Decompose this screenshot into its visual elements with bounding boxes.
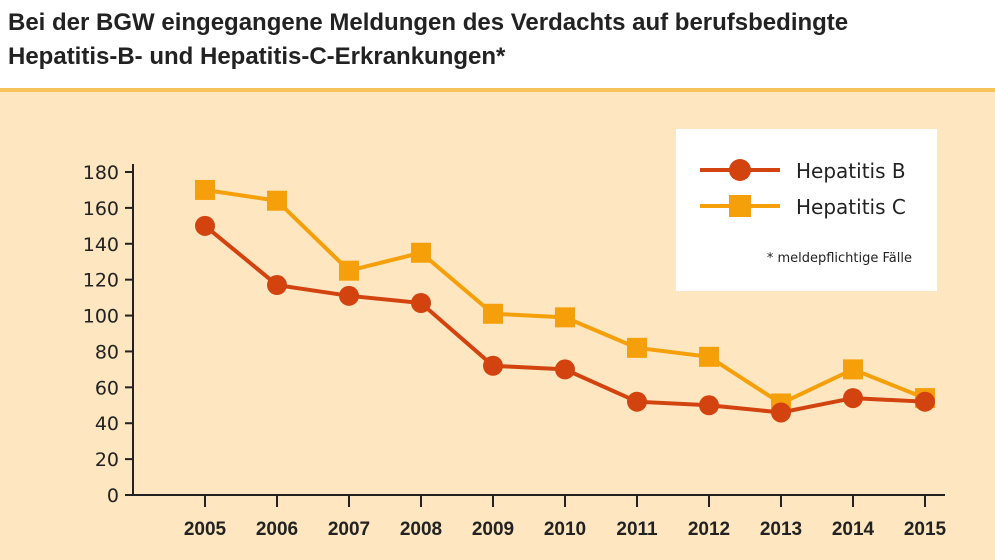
legend-box <box>676 129 937 291</box>
data-point-hep-c <box>843 359 863 380</box>
legend-marker-square <box>729 195 751 217</box>
data-point-hep-c <box>339 260 359 281</box>
x-tick-label: 2011 <box>616 519 658 540</box>
x-tick-label: 2012 <box>688 519 730 540</box>
data-point-hep-c <box>195 179 215 200</box>
data-point-hep-b <box>483 355 503 376</box>
x-tick-label: 2015 <box>904 519 947 540</box>
chart-title: Bei der BGW eingegangene Meldungen des V… <box>0 0 995 92</box>
x-tick-label: 2008 <box>400 519 442 540</box>
y-tick-label: 80 <box>95 341 119 363</box>
y-tick-label: 40 <box>95 413 119 435</box>
legend-label: Hepatitis C <box>796 195 906 219</box>
data-point-hep-c <box>699 346 719 367</box>
y-tick-label: 20 <box>95 449 119 471</box>
legend-marker-circle <box>729 159 751 181</box>
data-point-hep-b <box>267 275 287 296</box>
data-point-hep-b <box>843 388 863 409</box>
y-tick-label: 100 <box>83 306 119 328</box>
x-tick-label: 2006 <box>256 519 298 540</box>
data-point-hep-c <box>555 307 575 328</box>
data-point-hep-c <box>483 303 503 324</box>
x-tick-label: 2013 <box>760 519 802 540</box>
title-line-2: Hepatitis-B- und Hepatitis-C-Erkrankunge… <box>8 43 506 70</box>
data-point-hep-b <box>555 359 575 380</box>
y-tick-label: 120 <box>83 270 119 292</box>
footnote: * meldepflichtige Fälle <box>767 251 912 266</box>
y-tick-label: 60 <box>95 377 119 399</box>
data-point-hep-b <box>411 292 431 313</box>
data-point-hep-b <box>771 402 791 423</box>
legend-label: Hepatitis B <box>796 159 906 183</box>
data-point-hep-b <box>915 391 935 412</box>
y-tick-label: 180 <box>83 162 119 184</box>
data-point-hep-b <box>195 215 215 236</box>
data-point-hep-c <box>267 190 287 211</box>
x-tick-label: 2010 <box>544 519 586 540</box>
y-tick-label: 0 <box>107 485 119 507</box>
title-line-1: Bei der BGW eingegangene Meldungen des V… <box>8 9 849 36</box>
y-tick-label: 160 <box>83 198 119 220</box>
data-point-hep-c <box>627 337 647 358</box>
y-tick-label: 140 <box>83 234 119 256</box>
data-point-hep-b <box>699 395 719 416</box>
x-tick-label: 2009 <box>472 519 514 540</box>
data-point-hep-b <box>627 391 647 412</box>
data-point-hep-b <box>339 285 359 306</box>
x-tick-label: 2007 <box>328 519 370 540</box>
x-tick-label: 2005 <box>184 519 227 540</box>
x-tick-label: 2014 <box>832 519 875 540</box>
data-point-hep-c <box>411 242 431 263</box>
